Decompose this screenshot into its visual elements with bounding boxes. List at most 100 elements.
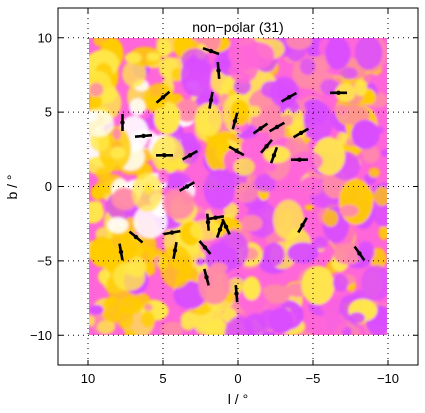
map-patch	[95, 167, 111, 180]
map-patch	[173, 281, 207, 309]
vector-point	[169, 230, 175, 235]
map-patch	[140, 235, 157, 253]
vector-series	[118, 46, 366, 303]
map-patch	[348, 312, 366, 324]
y-axis-label: b / °	[4, 174, 20, 199]
map-patch	[263, 145, 291, 164]
axis-ticks: 10 5 0 −5 −10 10 5 0 −5 −10	[30, 8, 418, 386]
map-patch	[97, 320, 116, 334]
map-patch	[291, 151, 324, 172]
vector-point	[160, 95, 166, 100]
vector-point	[234, 291, 239, 296]
map-patch	[240, 137, 260, 158]
vector-point	[184, 184, 190, 189]
map-patch	[325, 38, 351, 70]
map-patch	[263, 242, 285, 267]
map-patch	[285, 38, 313, 50]
map-patch	[162, 188, 195, 220]
intensity-map	[89, 38, 387, 335]
x-tick-label: −10	[377, 371, 399, 386]
y-tick-label: 10	[38, 30, 52, 45]
map-patch	[332, 274, 349, 292]
map-patch	[244, 313, 267, 335]
vector-point	[216, 68, 221, 73]
map-patch	[180, 311, 196, 331]
map-patch	[106, 297, 116, 306]
y-tick-label: −5	[37, 253, 52, 268]
map-patch	[287, 242, 319, 264]
y-tick-label: 0	[45, 179, 52, 194]
map-patch	[363, 91, 375, 105]
map-patch	[368, 167, 380, 178]
map-patch	[237, 182, 248, 193]
map-patch	[195, 258, 206, 266]
map-patch	[203, 169, 236, 210]
map-patch	[89, 201, 105, 224]
map-patch	[301, 265, 335, 305]
vector-point	[297, 157, 302, 162]
vector-point	[187, 153, 193, 158]
map-patch	[289, 104, 299, 114]
map-patch	[190, 219, 223, 241]
map-patch	[90, 184, 106, 200]
map-regions	[89, 38, 387, 335]
y-tick-label: −10	[30, 328, 52, 343]
map-patch	[260, 80, 283, 99]
x-tick-label: −5	[306, 371, 321, 386]
map-patch	[354, 79, 368, 97]
map-patch	[304, 204, 314, 211]
map-patch	[89, 93, 103, 109]
map-patch	[144, 303, 153, 312]
map-patch	[351, 119, 380, 150]
map-patch	[267, 293, 282, 304]
map-patch	[362, 145, 380, 164]
map-patch	[322, 209, 339, 227]
vector-point	[286, 95, 292, 100]
vector-point	[205, 220, 211, 225]
vector-point	[213, 215, 218, 220]
vector-point	[162, 153, 167, 158]
map-patch	[141, 311, 155, 328]
map-patch	[339, 204, 359, 217]
map-patch	[124, 264, 139, 276]
map-patch	[170, 255, 193, 271]
vector-point	[264, 144, 269, 149]
map-patch	[218, 231, 249, 270]
map-patch	[299, 57, 316, 75]
vector-point	[204, 275, 209, 280]
vector-point	[232, 118, 238, 124]
y-tick-label: 5	[45, 105, 52, 120]
map-patch	[122, 59, 147, 88]
chart-title: non−polar (31)	[192, 19, 283, 35]
map-patch	[363, 73, 378, 84]
map-patch	[189, 141, 202, 155]
map-patch	[194, 102, 222, 137]
map-patch	[247, 105, 261, 117]
map-patch	[210, 262, 228, 274]
vector-point	[120, 120, 125, 125]
map-patch	[301, 331, 313, 335]
map-patch	[316, 312, 347, 335]
vector-point	[258, 126, 263, 131]
map-patch	[336, 132, 348, 145]
map-patch	[131, 172, 163, 212]
vector-point	[298, 130, 304, 136]
map-patch	[93, 38, 105, 47]
map-patch	[224, 202, 239, 219]
map-patch	[89, 315, 95, 327]
map-patch	[374, 186, 387, 206]
vector-point	[141, 133, 146, 139]
vector-point	[133, 234, 139, 240]
map-patch	[171, 67, 184, 81]
map-patch	[242, 276, 261, 301]
map-patch	[124, 236, 145, 262]
map-patch	[156, 39, 171, 58]
map-patch	[320, 79, 340, 95]
vector-point	[234, 148, 239, 153]
x-tick-label: 0	[234, 371, 241, 386]
vector-point	[208, 98, 214, 103]
x-axis-label: l / °	[228, 391, 248, 407]
map-patch	[124, 328, 136, 335]
vector-point	[357, 251, 362, 256]
